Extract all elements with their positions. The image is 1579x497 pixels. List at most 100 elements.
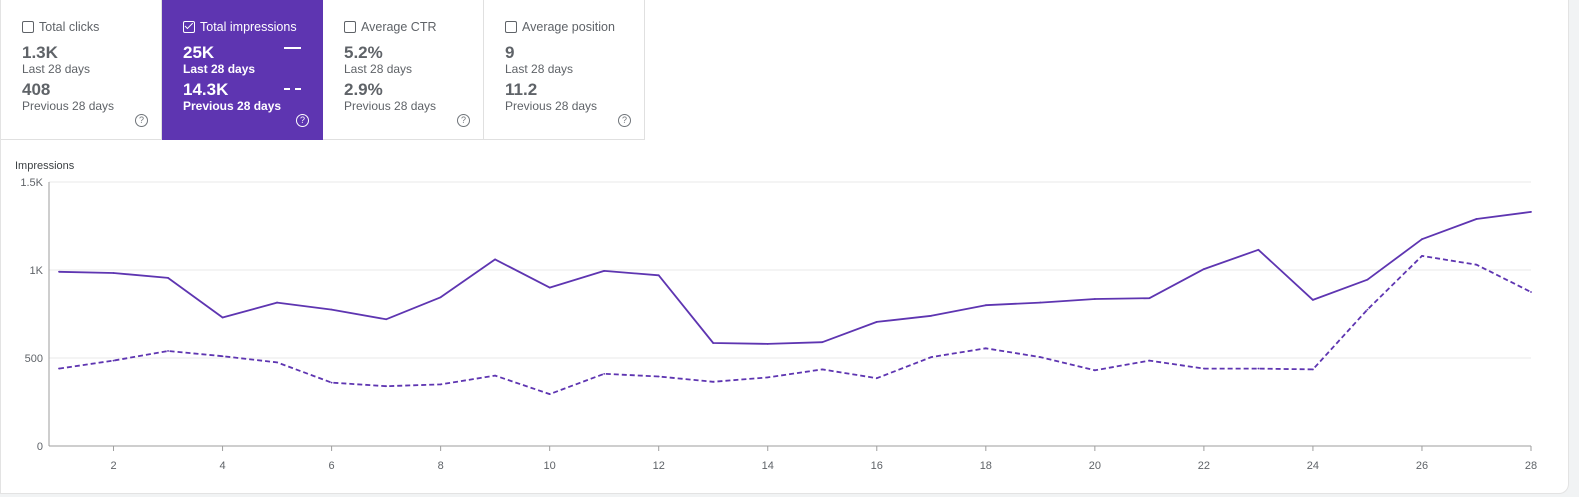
- data-point: [548, 286, 551, 289]
- data-point: [1093, 298, 1096, 300]
- data-point: [821, 368, 824, 371]
- data-point: [1148, 359, 1151, 362]
- data-point: [657, 375, 660, 378]
- x-tick-label: 6: [329, 460, 335, 472]
- metric-card-header: Total impressions: [183, 19, 322, 34]
- data-point: [58, 270, 60, 273]
- help-icon[interactable]: ?: [618, 114, 631, 127]
- checkbox-checked-icon[interactable]: [183, 20, 195, 33]
- help-icon[interactable]: ?: [457, 114, 470, 127]
- data-point: [1312, 368, 1314, 371]
- metric-title: Total clicks: [39, 19, 100, 34]
- metric-previous-value: 11.2: [505, 80, 538, 99]
- metric-card-total-impressions[interactable]: Total impressions 25K Last 28 days 14.3K…: [162, 0, 323, 140]
- data-point: [167, 277, 169, 279]
- data-point: [385, 318, 388, 321]
- metric-card-header: Average position: [505, 19, 644, 34]
- metric-card-total-clicks[interactable]: Total clicks 1.3K Last 28 days 408 Previ…: [1, 0, 162, 140]
- metric-previous-label: Previous 28 days: [183, 99, 282, 113]
- legend-solid-line-icon: [284, 47, 301, 49]
- data-point: [330, 308, 333, 311]
- data-point: [984, 304, 987, 307]
- x-tick-label: 14: [762, 460, 774, 472]
- data-point: [1475, 218, 1478, 220]
- data-point: [439, 296, 442, 299]
- checkbox-icon[interactable]: [344, 20, 356, 33]
- data-point: [1202, 367, 1205, 370]
- data-point: [112, 272, 115, 274]
- x-tick-label: 4: [219, 460, 225, 472]
- data-point: [1421, 255, 1423, 257]
- data-point: [276, 301, 278, 304]
- data-point: [167, 350, 169, 352]
- x-tick-label: 10: [544, 460, 556, 472]
- data-point: [1475, 263, 1478, 266]
- data-point: [875, 377, 878, 380]
- x-tick-label: 16: [871, 460, 883, 472]
- metric-previous-value: 408: [22, 80, 51, 99]
- data-point: [930, 356, 933, 359]
- data-point: [494, 374, 497, 377]
- x-tick-label: 12: [653, 460, 665, 472]
- metric-previous-value: 14.3K: [183, 80, 229, 99]
- data-point: [1530, 211, 1532, 213]
- data-point: [984, 347, 987, 350]
- help-icon[interactable]: ?: [296, 114, 309, 127]
- metric-title: Total impressions: [200, 19, 297, 34]
- metric-current-label: Last 28 days: [22, 62, 91, 76]
- series-line-current: [58, 211, 1532, 345]
- chart-y-axis-label: Impressions: [15, 160, 75, 172]
- x-tick-label: 2: [110, 460, 116, 472]
- data-point: [330, 381, 333, 384]
- checkbox-icon[interactable]: [22, 20, 34, 33]
- data-point: [1366, 308, 1369, 311]
- data-point: [603, 372, 606, 375]
- metric-cards: Total clicks 1.3K Last 28 days 408 Previ…: [1, 0, 645, 140]
- x-tick-label: 18: [980, 460, 992, 472]
- data-point: [1257, 367, 1260, 370]
- data-point: [712, 342, 715, 344]
- metric-card-header: Total clicks: [22, 19, 161, 34]
- data-point: [1202, 268, 1205, 271]
- data-point: [1312, 299, 1314, 301]
- data-point: [821, 341, 824, 344]
- data-point: [930, 314, 933, 317]
- data-point: [221, 355, 224, 358]
- metric-current-value: 25K: [183, 43, 215, 62]
- y-tick-label: 0: [37, 441, 43, 453]
- metric-card-average-position[interactable]: Average position 9 Last 28 days 11.2 Pre…: [484, 0, 645, 140]
- x-tick-label: 26: [1416, 460, 1428, 472]
- data-point: [221, 316, 224, 319]
- data-point: [657, 274, 660, 277]
- metric-current-label: Last 28 days: [344, 62, 413, 76]
- metric-card-header: Average CTR: [344, 19, 483, 34]
- data-point: [1093, 369, 1096, 372]
- metric-current-value: 9: [505, 43, 515, 62]
- data-point: [112, 359, 115, 362]
- data-point: [603, 269, 606, 272]
- checkbox-icon[interactable]: [505, 20, 517, 33]
- x-tick-label: 24: [1307, 460, 1319, 472]
- data-point: [1530, 291, 1532, 293]
- metric-previous-label: Previous 28 days: [344, 99, 437, 113]
- data-point: [766, 376, 769, 379]
- legend-dashed-line-icon: [284, 88, 301, 90]
- data-point: [494, 258, 497, 261]
- metric-current-label: Last 28 days: [505, 62, 574, 76]
- y-tick-label: 500: [25, 353, 43, 365]
- x-tick-label: 28: [1525, 460, 1537, 472]
- data-point: [1039, 356, 1042, 359]
- y-tick-label: 1.5K: [20, 177, 43, 189]
- data-point: [1257, 248, 1260, 251]
- metric-title: Average position: [522, 19, 615, 34]
- data-point: [766, 343, 769, 345]
- metric-current-value: 5.2%: [344, 43, 383, 62]
- data-point: [276, 361, 278, 364]
- data-point: [1366, 278, 1369, 281]
- metric-card-average-ctr[interactable]: Average CTR 5.2% Last 28 days 2.9% Previ…: [323, 0, 484, 140]
- metric-current-label: Last 28 days: [183, 62, 256, 76]
- help-icon[interactable]: ?: [135, 114, 148, 127]
- metric-previous-label: Previous 28 days: [505, 99, 598, 113]
- metric-current-value: 1.3K: [22, 43, 58, 62]
